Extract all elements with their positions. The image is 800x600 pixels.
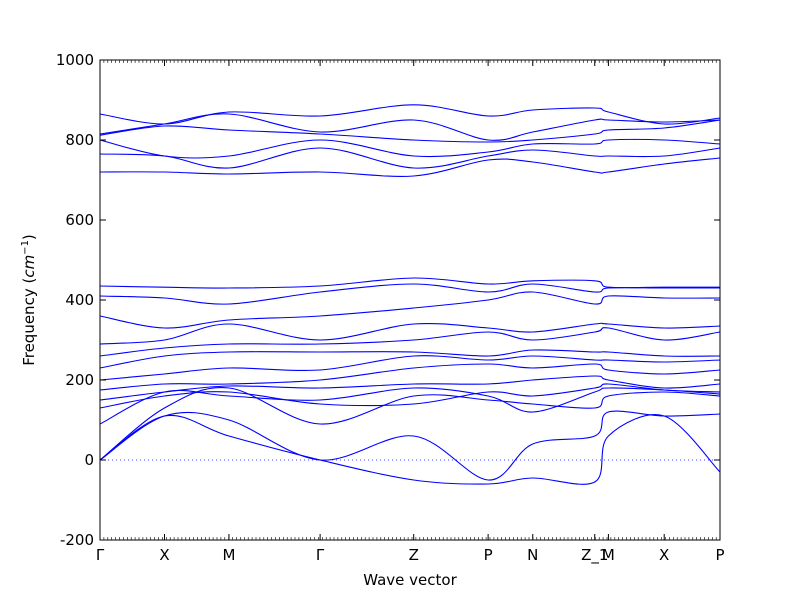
band-2 [99,410,721,481]
x-tick-label: Z [409,546,419,564]
band-6 [99,375,721,401]
band-15 [99,157,721,177]
y-tick-label: 400 [65,291,94,309]
band-17 [99,138,721,159]
y-axis-label-text: Frequency [20,288,38,366]
band-4 [99,387,721,425]
band-1 [99,414,721,485]
x-axis-minor-ticks [99,60,717,540]
band-18 [99,119,721,143]
x-tick-label: M [602,546,615,564]
band-8 [99,355,721,381]
band-14 [99,277,720,289]
y-tick-label: 1000 [56,51,94,69]
y-axis-ticks: -200 0 200 400 600 800 1000 [56,51,720,549]
x-tick-label: N [527,546,538,564]
band-5 [99,383,721,409]
x-tick-label: Γ [316,546,325,564]
band-11 [99,322,721,345]
y-axis-unit-exponent: −1 [20,240,31,255]
y-tick-label: 0 [84,451,94,469]
x-tick-label: M [222,546,235,564]
x-tick-label: P [484,546,493,564]
y-axis-unit: cm [20,255,38,278]
x-tick-label: X [659,546,669,564]
plot-background [100,60,720,540]
y-tick-label: 800 [65,131,94,149]
band-7 [99,363,721,391]
x-tick-label: Z_1 [581,546,608,565]
y-axis-label: Frequency (cm−1) [20,234,38,366]
y-tick-label: 600 [65,211,94,229]
x-axis-ticks: Γ X M Γ Z P N Z_1M X P [96,60,725,565]
x-tick-label: P [715,546,724,564]
x-axis-label: Wave vector [363,571,457,589]
band-20 [99,104,721,125]
band-10 [99,327,721,357]
x-tick-label: X [159,546,169,564]
phonon-bands [99,104,721,485]
y-tick-label: 200 [65,371,94,389]
band-16 [99,147,721,169]
x-tick-label: Γ [96,546,105,564]
y-tick-label: -200 [60,531,94,549]
band-9 [99,349,721,369]
band-12 [99,291,721,329]
